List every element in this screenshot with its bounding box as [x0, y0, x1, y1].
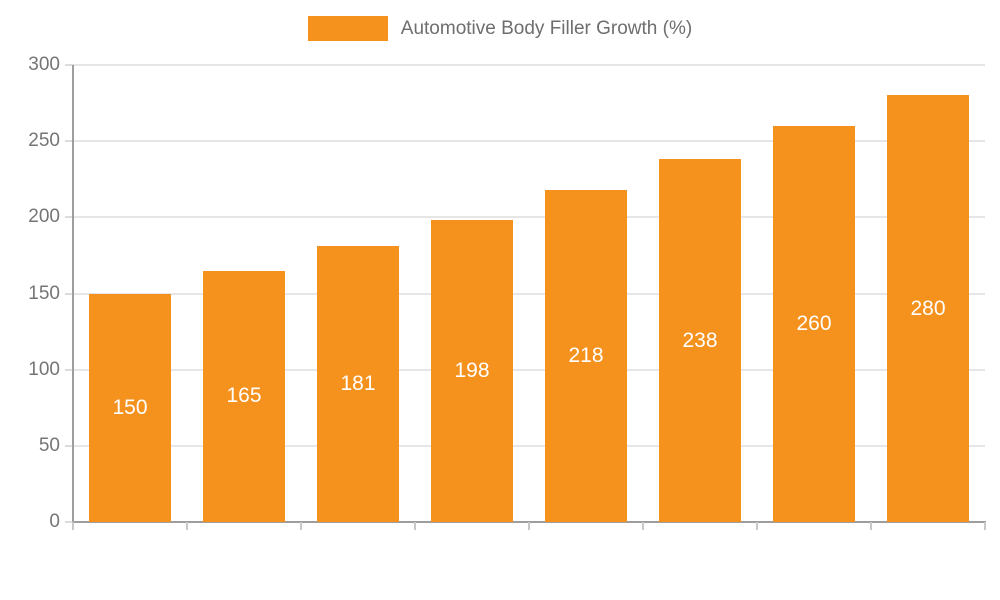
y-axis-tick [65, 64, 73, 66]
y-axis-label: 300 [28, 54, 60, 75]
y-gridline [73, 140, 985, 143]
y-axis-tick [65, 521, 73, 523]
y-gridline [73, 444, 985, 447]
bar[interactable]: 150 [89, 293, 171, 522]
bar[interactable]: 218 [545, 189, 627, 522]
y-axis-label: 150 [28, 282, 60, 304]
y-axis-label: 200 [28, 206, 60, 228]
x-axis-tick [186, 522, 188, 530]
x-axis-tick [642, 522, 644, 530]
y-axis-line [72, 65, 74, 530]
x-axis-tick [72, 522, 74, 530]
y-axis-label: 100 [28, 358, 60, 380]
y-axis-tick [65, 444, 73, 447]
bar[interactable]: 238 [659, 159, 741, 522]
legend-label: Automotive Body Filler Growth (%) [400, 17, 693, 39]
y-gridline [73, 368, 985, 371]
y-axis-tick [65, 216, 73, 219]
bar-value-label: 165 [226, 384, 262, 408]
bar-value-label: 260 [796, 311, 832, 335]
y-axis-tick [65, 292, 73, 295]
y-gridline [73, 216, 985, 219]
x-axis-tick [300, 522, 302, 530]
x-axis-tick [870, 522, 872, 530]
bar[interactable]: 165 [203, 270, 285, 522]
bar[interactable]: 260 [773, 125, 855, 522]
bar[interactable]: 198 [431, 220, 513, 522]
y-gridline [73, 292, 985, 295]
x-axis-tick [414, 522, 416, 530]
y-axis-label: 0 [49, 511, 60, 532]
x-axis-tick [528, 522, 530, 530]
bar-value-label: 150 [112, 395, 148, 419]
y-axis-label: 50 [38, 434, 60, 456]
bar-value-label: 218 [568, 343, 604, 367]
y-axis-tick [65, 368, 73, 371]
bar[interactable]: 181 [317, 246, 399, 522]
legend[interactable]: Automotive Body Filler Growth (%) [0, 16, 1000, 41]
legend-swatch [307, 16, 388, 41]
bar-value-label: 198 [454, 359, 490, 383]
bar-value-label: 280 [910, 296, 946, 320]
y-axis-tick [65, 140, 73, 143]
y-axis-label: 250 [28, 130, 60, 152]
bar[interactable]: 280 [887, 95, 969, 522]
x-axis-tick [984, 522, 986, 530]
x-axis-tick [756, 522, 758, 530]
bar-value-label: 238 [682, 328, 718, 352]
y-gridline [73, 64, 985, 66]
bar-value-label: 181 [340, 372, 376, 396]
